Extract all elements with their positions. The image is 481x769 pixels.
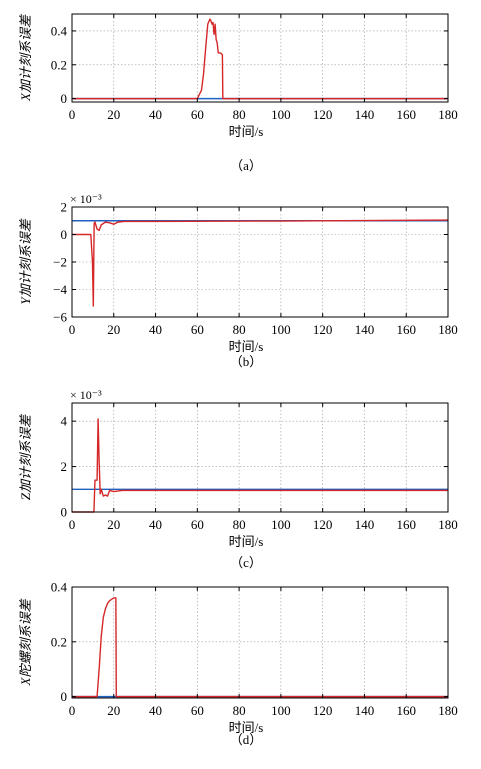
y-tick-label: 2 [61, 459, 68, 474]
y-tick-label: 0.4 [51, 580, 68, 595]
x-tick-label: 100 [271, 517, 291, 532]
x-tick-label: 120 [313, 703, 333, 718]
y-tick-label: 0.2 [51, 634, 67, 649]
panel-caption: （d） [230, 732, 263, 747]
chart-panel-2: 0 20 40 60 80 100 120 140 160 180 −6 −4 −2 0 2× 10⁻³ Y加… [18, 192, 458, 369]
panel-caption: （a） [230, 158, 262, 173]
x-tick-label: 140 [355, 107, 375, 122]
plot-frame [71, 402, 449, 513]
x-tick-label: 120 [313, 107, 333, 122]
x-tick-label: 60 [191, 517, 204, 532]
y-exponent-label: × 10⁻³ [70, 388, 102, 402]
x-tick-label: 180 [438, 703, 458, 718]
series-line-red [72, 597, 448, 698]
y-tick-label: 0 [61, 227, 68, 242]
x-tick-label: 120 [313, 322, 333, 337]
series-line-red [72, 219, 449, 307]
x-tick-label: 60 [191, 322, 204, 337]
y-tick-label: 0.2 [51, 57, 67, 72]
x-tick-label: 140 [355, 703, 375, 718]
y-tick-label: 0.4 [51, 23, 68, 38]
x-tick-label: 120 [313, 517, 333, 532]
x-tick-label: 20 [107, 107, 120, 122]
x-tick-label: 100 [271, 107, 291, 122]
x-tick-label: 40 [149, 107, 162, 122]
x-tick-label: 60 [191, 107, 204, 122]
y-tick-label: 4 [61, 414, 68, 429]
y-tick-label: 2 [61, 200, 68, 215]
x-tick-label: 0 [69, 517, 76, 532]
x-tick-label: 140 [355, 517, 375, 532]
x-tick-label: 0 [69, 107, 76, 122]
y-tick-label: 0 [61, 689, 68, 704]
x-tick-label: 160 [396, 107, 416, 122]
panel-caption: （c） [230, 555, 262, 570]
x-tick-label: 60 [191, 703, 204, 718]
y-exponent-label: × 10⁻³ [70, 192, 102, 206]
chart-panel-4: 0 20 40 60 80 100 120 140 160 180 0 0.2 0.4 X陀螺刻系误差时间… [18, 580, 458, 748]
chart-panel-3: 0 20 40 60 80 100 120 140 160 180 0 2 4× 10⁻³ Z加计刻系误差… [18, 388, 458, 570]
x-tick-label: 80 [233, 517, 246, 532]
y-axis-label: X加计刻系误差 [18, 13, 33, 102]
series-line-red [72, 18, 448, 100]
x-tick-label: 160 [396, 703, 416, 718]
x-axis-label: 时间/s [229, 124, 264, 139]
x-tick-label: 180 [438, 107, 458, 122]
x-tick-label: 80 [233, 322, 246, 337]
x-tick-label: 180 [438, 322, 458, 337]
y-tick-label: 0 [61, 91, 68, 106]
y-axis-label: Y加计刻系误差 [18, 217, 33, 304]
plot-frame [71, 586, 449, 699]
x-tick-label: 140 [355, 322, 375, 337]
x-axis-label: 时间/s [229, 720, 264, 735]
x-tick-label: 40 [149, 517, 162, 532]
x-axis-label: 时间/s [229, 534, 264, 549]
plot-frame [71, 13, 449, 103]
y-tick-label: −4 [53, 282, 67, 297]
x-tick-label: 20 [107, 517, 120, 532]
x-axis-label: 时间/s [229, 339, 264, 354]
chart-panel-1: 0 20 40 60 80 100 120 140 160 180 0 0.2 0.4 X加计刻系误差时间… [18, 13, 458, 173]
y-axis-label: X陀螺刻系误差 [18, 598, 33, 687]
x-tick-label: 160 [396, 322, 416, 337]
panel-caption: （b） [230, 354, 263, 369]
y-tick-label: −2 [53, 255, 67, 270]
x-tick-label: 20 [107, 703, 120, 718]
x-tick-label: 180 [438, 517, 458, 532]
x-tick-label: 0 [69, 322, 76, 337]
series-line-red [72, 418, 448, 513]
x-tick-label: 100 [271, 703, 291, 718]
y-axis-label: Z加计刻系误差 [18, 413, 33, 500]
x-tick-label: 80 [233, 703, 246, 718]
x-tick-label: 40 [149, 703, 162, 718]
x-tick-label: 80 [233, 107, 246, 122]
x-tick-label: 40 [149, 322, 162, 337]
y-tick-label: −6 [53, 310, 67, 325]
x-tick-label: 100 [271, 322, 291, 337]
y-tick-label: 0 [61, 505, 68, 520]
x-tick-label: 160 [396, 517, 416, 532]
x-tick-label: 0 [69, 703, 76, 718]
x-tick-label: 20 [107, 322, 120, 337]
